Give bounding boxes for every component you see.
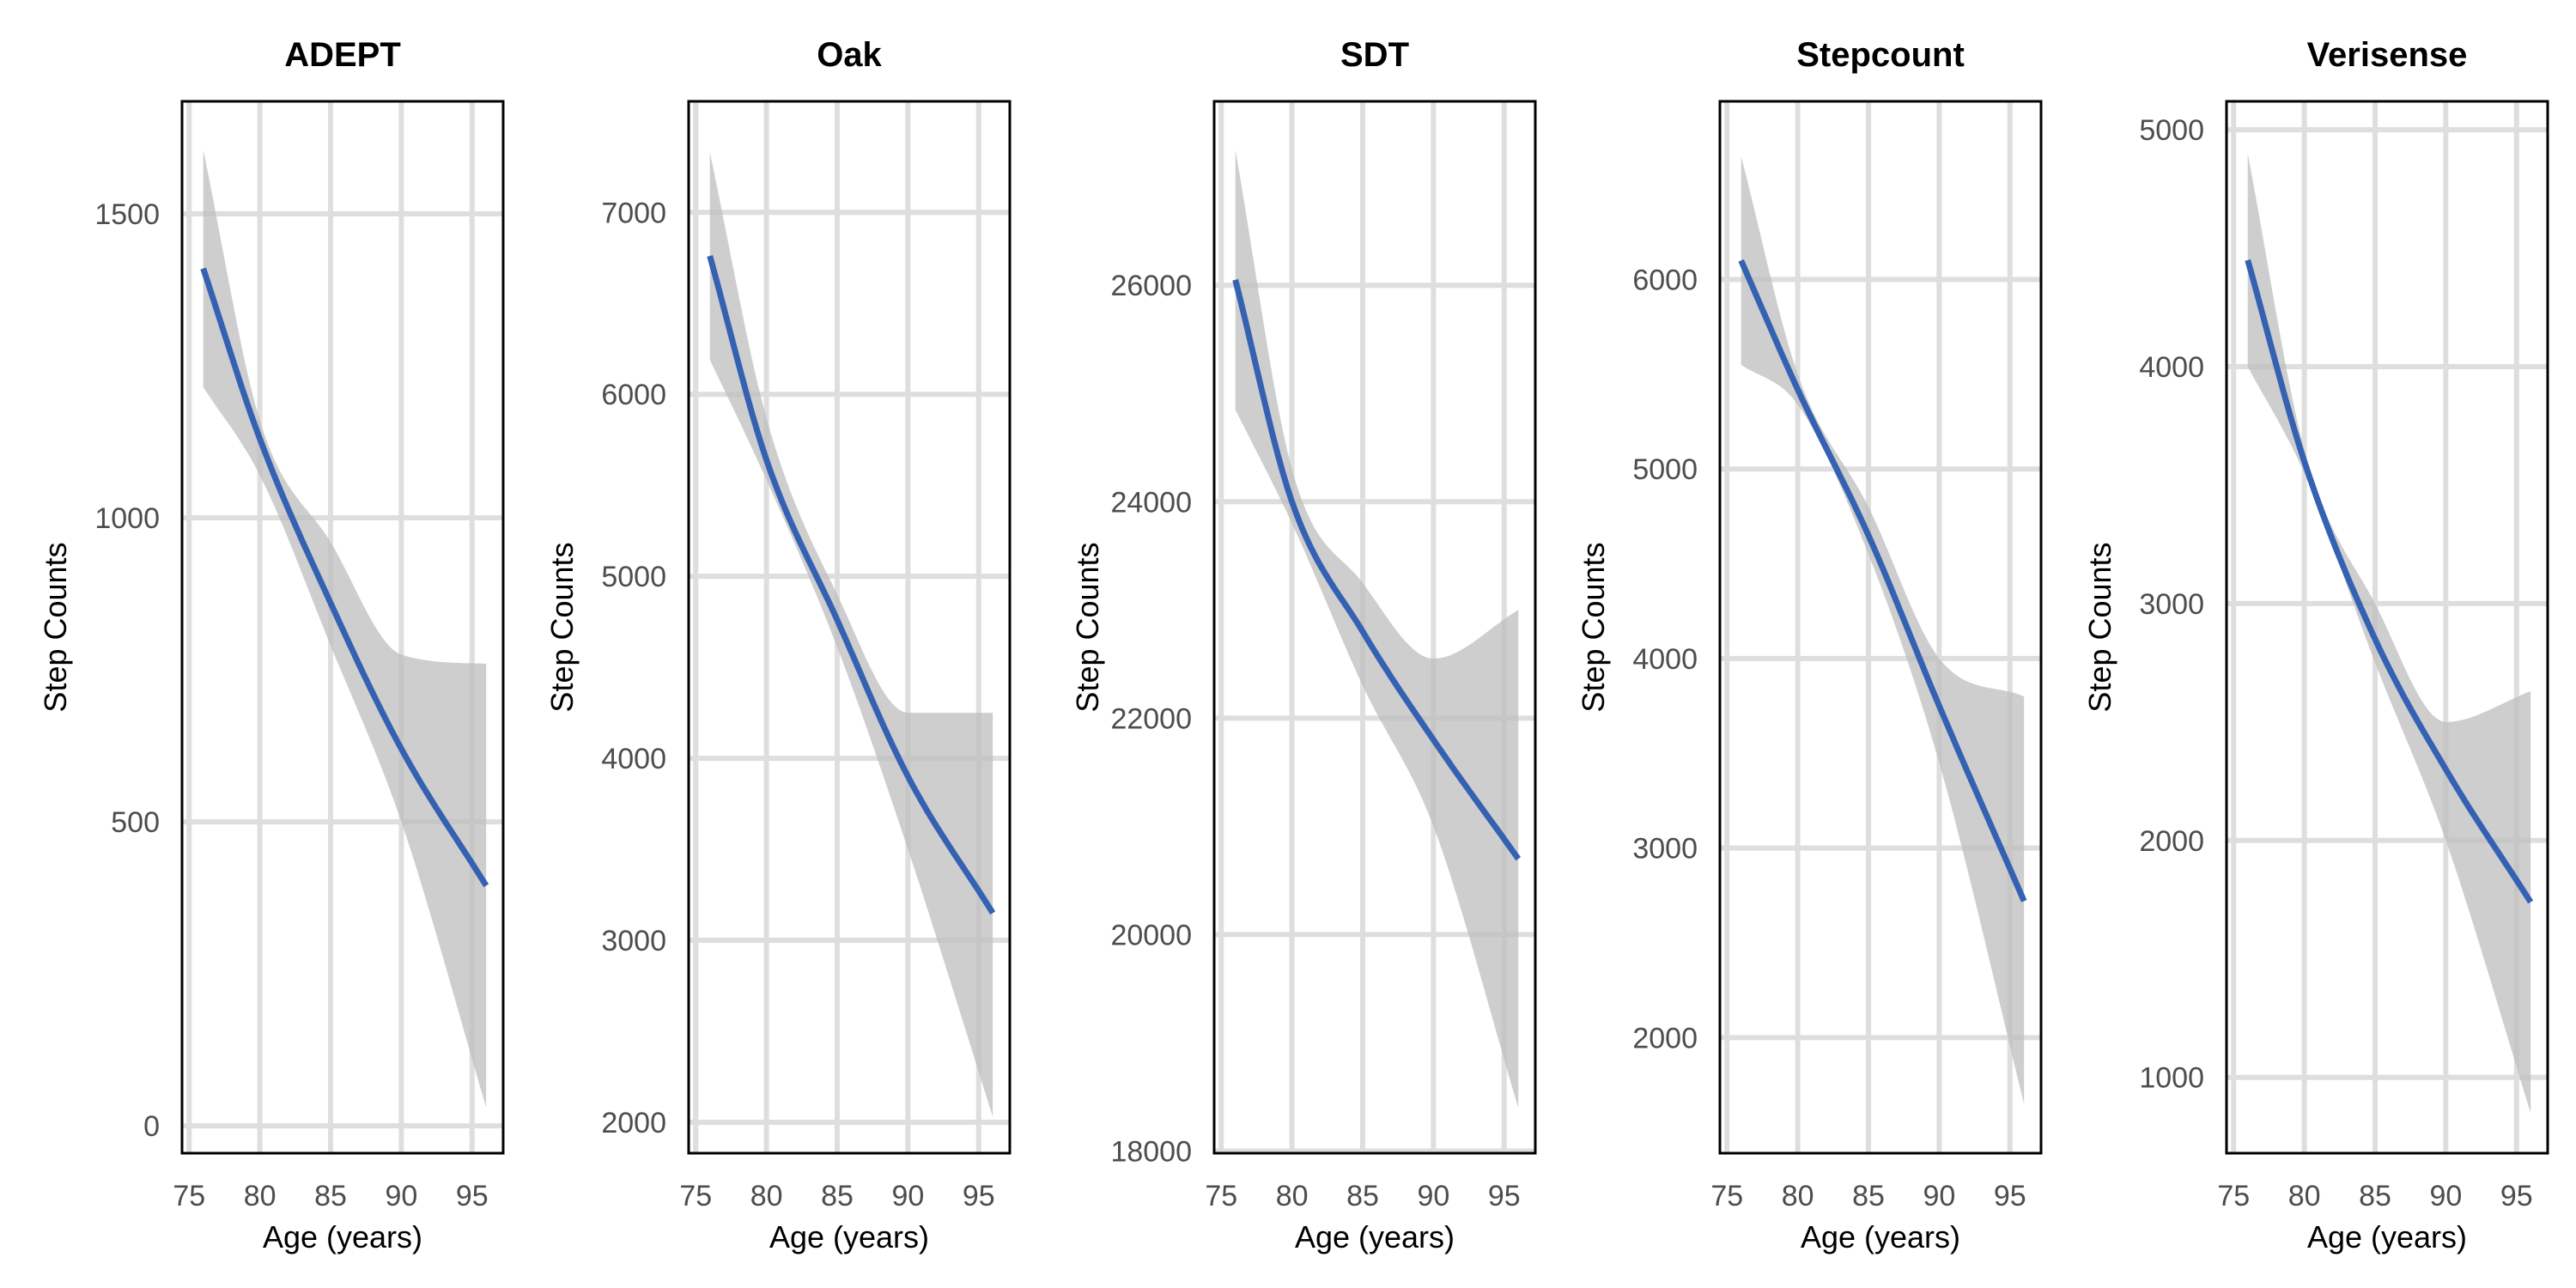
y-tick-label: 5000: [2139, 114, 2204, 147]
y-tick-label: 6000: [601, 379, 666, 411]
y-tick-label: 5000: [1632, 453, 1698, 486]
y-tick-label: 18000: [1110, 1135, 1192, 1168]
y-tick-label: 4000: [601, 743, 666, 775]
fit-line: [707, 255, 996, 915]
x-tick-label: 80: [750, 1180, 783, 1212]
x-axis-label: Age (years): [1801, 1219, 1960, 1255]
x-tick-label: 90: [2429, 1180, 2462, 1212]
x-tick-label: 90: [891, 1180, 924, 1212]
x-tick-label: 95: [1488, 1180, 1521, 1212]
x-tick-label: 85: [1346, 1180, 1379, 1212]
y-tick-label: 4000: [1632, 643, 1698, 676]
fit-line: [1738, 258, 2027, 902]
panel-title: Verisense: [2307, 36, 2468, 74]
y-tick-label: 26000: [1110, 270, 1192, 302]
y-tick-label: 20000: [1110, 919, 1192, 951]
y-axis-label: Step Counts: [2082, 542, 2117, 712]
x-tick-label: 95: [1994, 1180, 2026, 1212]
x-axis-label: Age (years): [263, 1219, 422, 1255]
panel-frame: [1212, 100, 1537, 1155]
x-tick-label: 95: [2500, 1180, 2533, 1212]
x-tick-label: 95: [456, 1180, 489, 1212]
y-axis-label: Step Counts: [1070, 542, 1105, 712]
y-tick-label: 0: [143, 1110, 160, 1143]
x-tick-label: 80: [1276, 1180, 1309, 1212]
x-axis-label: Age (years): [2307, 1219, 2467, 1255]
x-tick-label: 75: [1205, 1180, 1237, 1212]
x-tick-label: 95: [963, 1180, 995, 1212]
x-axis-label: Age (years): [769, 1219, 929, 1255]
y-tick-label: 6000: [1632, 264, 1698, 296]
confidence-band: [1235, 149, 1519, 1109]
x-tick-label: 90: [1417, 1180, 1449, 1212]
y-tick-label: 3000: [2139, 588, 2204, 621]
y-tick-label: 5000: [601, 561, 666, 593]
x-tick-label: 75: [1710, 1180, 1743, 1212]
x-tick-label: 75: [679, 1180, 712, 1212]
x-tick-label: 80: [2288, 1180, 2321, 1212]
y-tick-label: 3000: [601, 925, 666, 957]
panel-title: ADEPT: [284, 36, 401, 74]
y-axis-label: Step Counts: [1576, 542, 1611, 712]
y-tick-label: 3000: [1632, 833, 1698, 866]
y-axis-label: Step Counts: [544, 542, 580, 712]
y-tick-label: 22000: [1110, 702, 1192, 735]
panel-verisense: Verisense 75 80 85 90 95 1000 2000 3000 4000 5000 A…: [2082, 36, 2549, 1255]
panel-title: Oak: [817, 36, 882, 74]
y-tick-label: 2000: [1632, 1022, 1698, 1054]
panel-title: SDT: [1340, 36, 1409, 74]
x-tick-label: 85: [2359, 1180, 2391, 1212]
y-tick-label: 500: [111, 806, 160, 839]
panel-title: Stepcount: [1796, 36, 1965, 74]
panel-frame: [687, 100, 1012, 1155]
fit-line: [2245, 258, 2534, 904]
y-tick-label: 1500: [94, 198, 160, 231]
y-tick-label: 7000: [601, 197, 666, 229]
panel-frame: [180, 100, 505, 1155]
x-tick-label: 90: [385, 1180, 417, 1212]
panel-stepcount: Stepcount 75 80 85 90 95 2000 3000 4000 5000 6000 A…: [1576, 36, 2043, 1255]
confidence-band: [709, 152, 993, 1117]
y-tick-label: 2000: [2139, 825, 2204, 858]
confidence-band: [1741, 156, 2025, 1104]
panel-frame: [2225, 100, 2549, 1155]
y-tick-label: 1000: [94, 502, 160, 535]
fit-line: [1232, 279, 1522, 861]
x-tick-label: 85: [314, 1180, 347, 1212]
x-tick-label: 75: [2217, 1180, 2250, 1212]
panel-oak: Oak 75 80 85 90 95 2000 3000 4000 5000 6000 7000 Age…: [544, 36, 1012, 1255]
y-axis-label: Step Counts: [38, 542, 73, 712]
x-tick-label: 80: [1782, 1180, 1814, 1212]
y-tick-label: 2000: [601, 1107, 666, 1139]
x-tick-label: 75: [173, 1180, 205, 1212]
panel-frame: [1718, 100, 2043, 1155]
x-tick-label: 85: [1852, 1180, 1885, 1212]
y-tick-label: 1000: [2139, 1062, 2204, 1095]
fit-line: [200, 267, 489, 888]
panel-sdt: SDT 75 80 85 90 95 18000 20000 22000 24000 26000 Ag…: [1070, 36, 1537, 1255]
x-tick-label: 80: [244, 1180, 276, 1212]
y-tick-label: 24000: [1110, 486, 1192, 519]
x-axis-label: Age (years): [1295, 1219, 1455, 1255]
panel-adept: ADEPT 75 80 85 90 95 0 500 1000 1500 Age (years) St…: [38, 36, 505, 1255]
confidence-band: [2247, 153, 2531, 1114]
x-tick-label: 90: [1923, 1180, 1955, 1212]
y-tick-label: 4000: [2139, 351, 2204, 384]
x-tick-label: 85: [821, 1180, 854, 1212]
